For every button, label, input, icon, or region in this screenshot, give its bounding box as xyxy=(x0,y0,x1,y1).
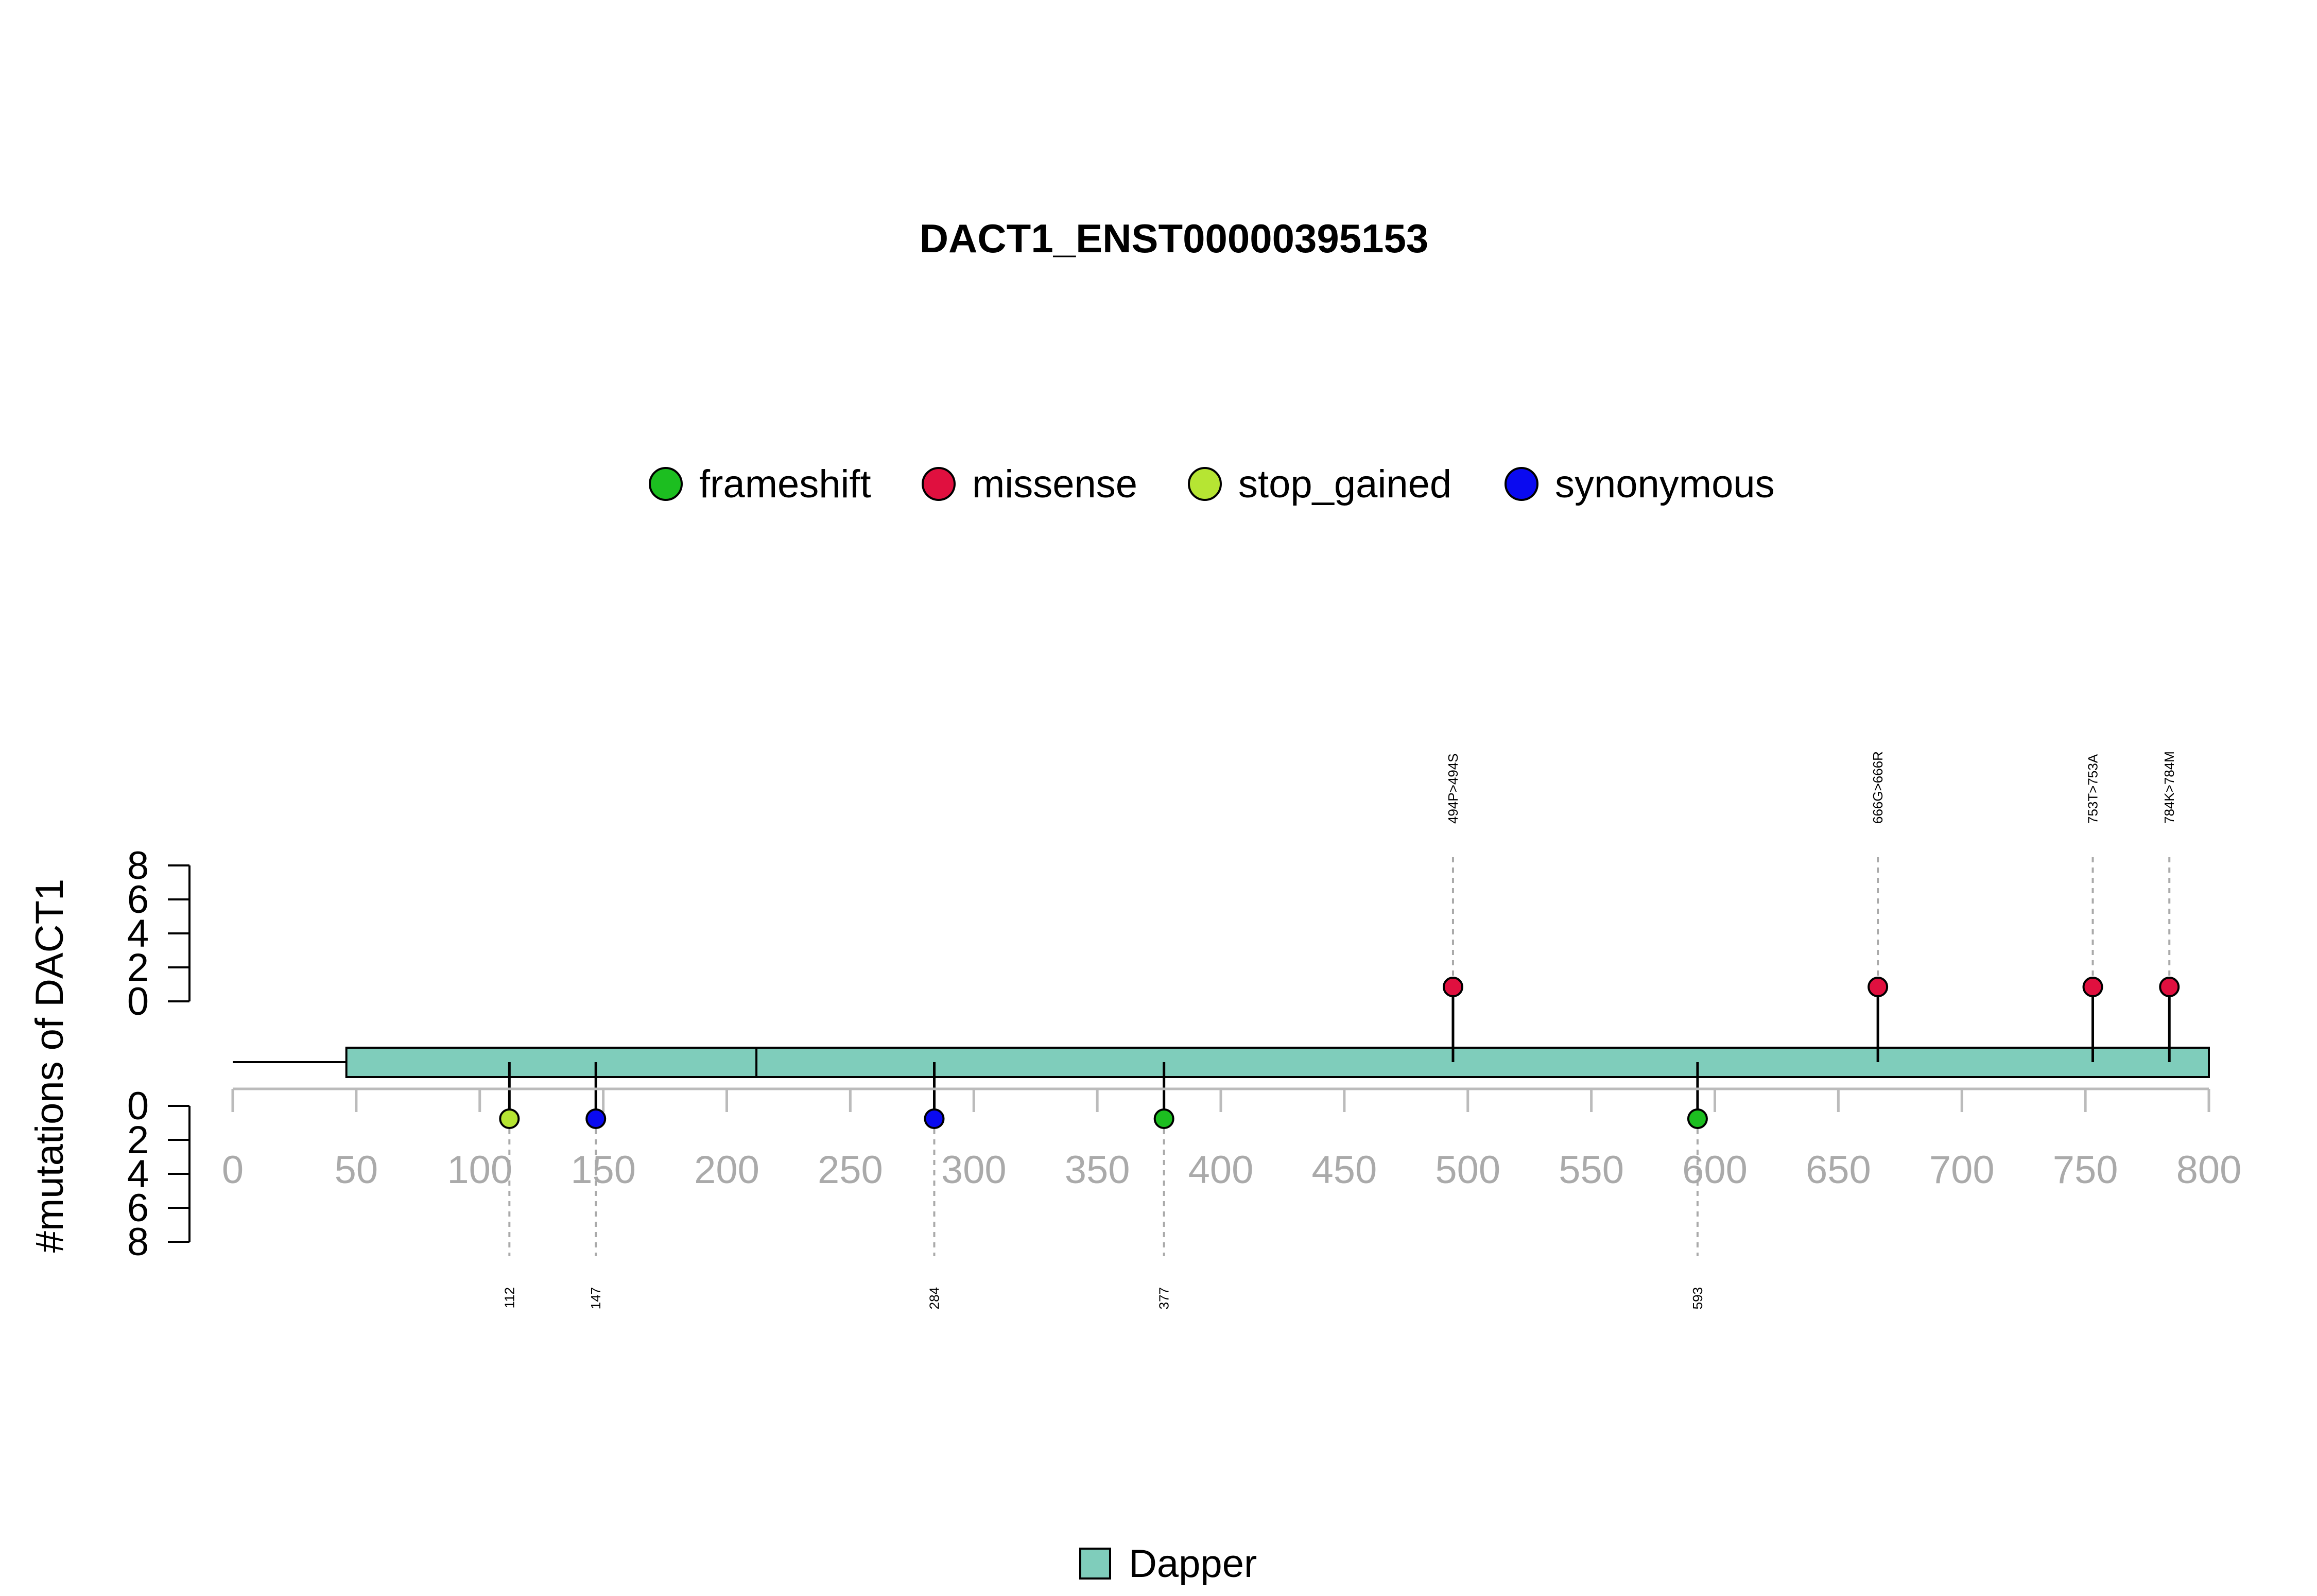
mutation-points xyxy=(499,977,2180,1129)
y-tick-label-upper: 6 xyxy=(127,878,149,922)
y-tick-label-upper: 8 xyxy=(127,844,149,888)
x-tick-label: 200 xyxy=(694,1148,759,1192)
domain-dapper xyxy=(345,1047,2210,1078)
domain-legend: Dapper xyxy=(1079,1542,1257,1586)
mutation-point-missense xyxy=(2082,977,2103,997)
x-tick-label: 450 xyxy=(1311,1148,1377,1192)
mutation-label-lower: 147 xyxy=(588,1287,603,1309)
mutation-point-frameshift xyxy=(1687,1108,1708,1129)
x-tick-label: 650 xyxy=(1806,1148,1871,1192)
x-tick-label: 150 xyxy=(570,1148,636,1192)
mutation-label-upper: 753T>753A xyxy=(2085,754,2101,824)
mutation-point-missense xyxy=(1868,977,1889,997)
mutation-label-upper: 666G>666R xyxy=(1870,751,1886,824)
mutation-label-upper: 494P>494S xyxy=(1445,753,1461,824)
y-axis-label: #mutations of DACT1 xyxy=(28,879,72,1253)
y-tick-label-lower: 2 xyxy=(127,1118,149,1162)
x-tick-label: 750 xyxy=(2053,1148,2118,1192)
mutation-label-upper: 784K>784M xyxy=(2162,751,2177,824)
x-tick-label: 300 xyxy=(941,1148,1007,1192)
mutation-point-missense xyxy=(2159,977,2180,997)
mutation-point-synonymous xyxy=(924,1108,945,1129)
legend-marker-stop_gained xyxy=(1188,467,1222,501)
x-tick-label: 350 xyxy=(1065,1148,1130,1192)
domain-legend-label: Dapper xyxy=(1129,1542,1257,1586)
mutation-point-synonymous xyxy=(585,1108,607,1129)
mutation-label-lower: 593 xyxy=(1690,1287,1705,1309)
legend-label-frameshift: frameshift xyxy=(699,462,871,506)
x-tick-label: 100 xyxy=(447,1148,512,1192)
legend-marker-synonymous xyxy=(1505,467,1538,501)
mutation-labels: 494P>494S 666G>666R 753T>753A 784K>784M 112 1… xyxy=(502,751,2177,1309)
y-tick-label-lower: 4 xyxy=(127,1152,149,1196)
mutation-point-frameshift xyxy=(1153,1108,1174,1129)
y-tick-label-upper: 0 xyxy=(127,980,149,1023)
y-tick-label-upper: 2 xyxy=(127,946,149,990)
x-tick-label: 50 xyxy=(335,1148,378,1192)
x-tick-label: 700 xyxy=(1929,1148,1995,1192)
y-tick-label-lower: 6 xyxy=(127,1186,149,1230)
chart-title: DACT1_ENST00000395153 xyxy=(920,216,1429,261)
legend-marker-frameshift xyxy=(649,467,683,501)
x-tick-label: 550 xyxy=(1559,1148,1624,1192)
legend-marker-missense xyxy=(922,467,956,501)
mutation-label-lower: 284 xyxy=(926,1287,942,1309)
x-tick-label: 500 xyxy=(1435,1148,1500,1192)
legend-label-stop_gained: stop_gained xyxy=(1238,462,1451,506)
mutation-type-legend: frameshift missense stop_gained synonymous xyxy=(649,462,1775,506)
x-tick-label: 0 xyxy=(222,1148,244,1192)
mutation-point-stop_gained xyxy=(499,1108,520,1129)
mutation-label-lower: 377 xyxy=(1156,1287,1172,1309)
x-tick-label: 400 xyxy=(1188,1148,1254,1192)
x-axis: 0 50 100 150 200 250 300 350 400 450 500 550 600 650 7… xyxy=(222,1087,2242,1192)
y-tick-label-lower: 8 xyxy=(127,1220,149,1264)
y-tick-label-lower: 0 xyxy=(127,1084,149,1128)
legend-label-missense: missense xyxy=(972,462,1137,506)
x-tick-label: 800 xyxy=(2176,1148,2242,1192)
protein-backbone xyxy=(233,1047,2210,1078)
domain-legend-swatch xyxy=(1079,1548,1111,1580)
y-tick-label-upper: 4 xyxy=(127,912,149,956)
legend-label-synonymous: synonymous xyxy=(1555,462,1775,506)
x-tick-label: 600 xyxy=(1682,1148,1748,1192)
mutation-label-lower: 112 xyxy=(502,1287,517,1308)
mutation-point-missense xyxy=(1442,977,1463,997)
x-tick-label: 250 xyxy=(818,1148,883,1192)
